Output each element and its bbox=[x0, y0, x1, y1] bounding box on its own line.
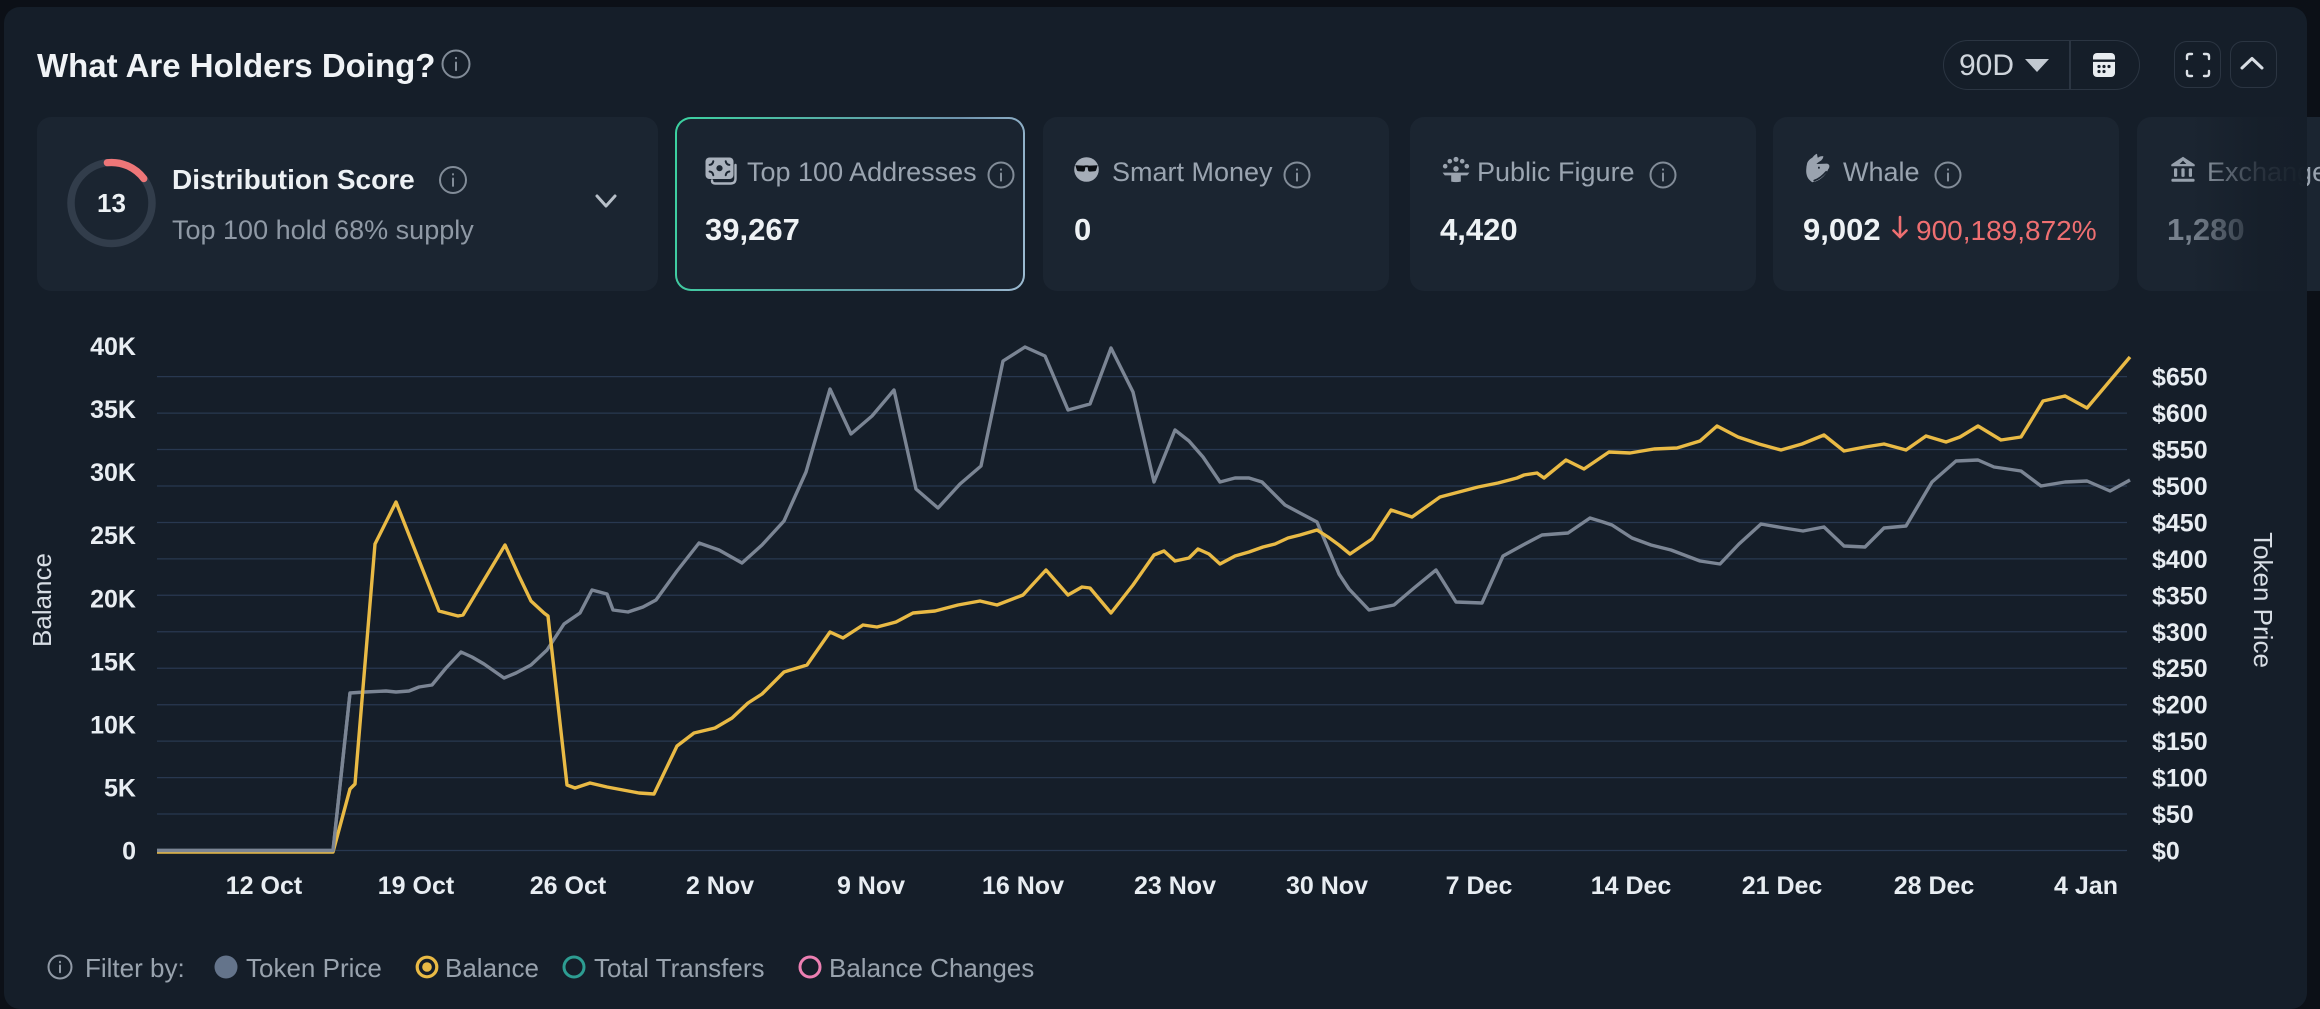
svg-text:Balance: Balance bbox=[27, 553, 57, 647]
svg-text:40K: 40K bbox=[90, 333, 136, 361]
svg-text:Token Price: Token Price bbox=[2248, 532, 2278, 668]
svg-text:$300: $300 bbox=[2152, 619, 2208, 647]
svg-text:$100: $100 bbox=[2152, 765, 2208, 793]
svg-text:23 Nov: 23 Nov bbox=[1134, 872, 1216, 900]
svg-text:14 Dec: 14 Dec bbox=[1591, 872, 1672, 900]
svg-text:$450: $450 bbox=[2152, 510, 2208, 538]
svg-text:28 Dec: 28 Dec bbox=[1894, 872, 1975, 900]
svg-text:$50: $50 bbox=[2152, 801, 2194, 829]
svg-text:0: 0 bbox=[122, 838, 136, 866]
svg-text:$500: $500 bbox=[2152, 473, 2208, 501]
svg-text:30K: 30K bbox=[90, 459, 136, 487]
svg-text:$650: $650 bbox=[2152, 364, 2208, 392]
svg-text:$200: $200 bbox=[2152, 692, 2208, 720]
svg-text:$550: $550 bbox=[2152, 437, 2208, 465]
svg-text:13: 13 bbox=[97, 188, 126, 218]
svg-text:26 Oct: 26 Oct bbox=[530, 872, 607, 900]
svg-text:16 Nov: 16 Nov bbox=[982, 872, 1064, 900]
svg-text:2 Nov: 2 Nov bbox=[686, 872, 754, 900]
svg-text:5K: 5K bbox=[104, 775, 136, 803]
svg-text:4 Jan: 4 Jan bbox=[2054, 872, 2118, 900]
svg-text:$0: $0 bbox=[2152, 838, 2180, 866]
svg-text:$400: $400 bbox=[2152, 546, 2208, 574]
svg-text:20K: 20K bbox=[90, 585, 136, 613]
svg-text:$350: $350 bbox=[2152, 582, 2208, 610]
svg-text:19 Oct: 19 Oct bbox=[378, 872, 455, 900]
svg-text:7 Dec: 7 Dec bbox=[1446, 872, 1513, 900]
svg-text:10K: 10K bbox=[90, 711, 136, 739]
svg-text:21 Dec: 21 Dec bbox=[1742, 872, 1823, 900]
svg-text:15K: 15K bbox=[90, 648, 136, 676]
svg-text:9 Nov: 9 Nov bbox=[837, 872, 905, 900]
svg-text:$600: $600 bbox=[2152, 400, 2208, 428]
svg-text:30 Nov: 30 Nov bbox=[1286, 872, 1368, 900]
svg-text:25K: 25K bbox=[90, 522, 136, 550]
svg-text:$250: $250 bbox=[2152, 655, 2208, 683]
svg-text:12 Oct: 12 Oct bbox=[226, 872, 303, 900]
svg-text:35K: 35K bbox=[90, 396, 136, 424]
svg-text:$150: $150 bbox=[2152, 728, 2208, 756]
